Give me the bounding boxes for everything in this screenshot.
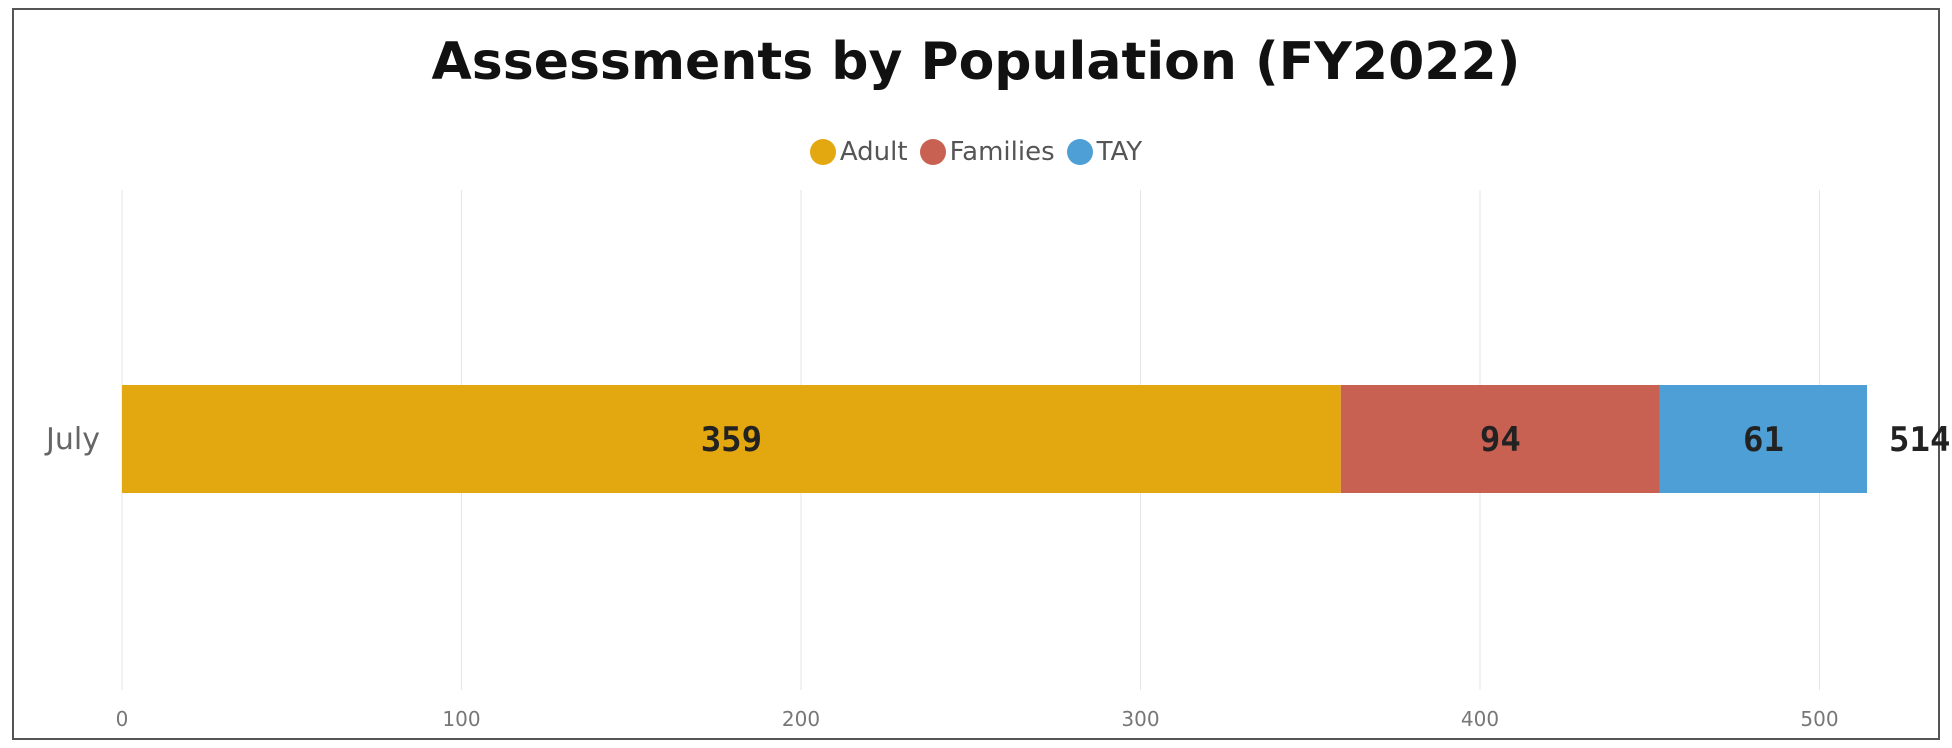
legend-item-adult: Adult	[809, 137, 908, 167]
legend-label: Adult	[839, 137, 908, 167]
chart-frame: Assessments by Population (FY2022) Adult…	[12, 8, 1940, 740]
legend-swatch	[1066, 139, 1093, 165]
x-tick-label: 0	[116, 707, 129, 731]
x-tick-label: 100	[442, 707, 480, 731]
total-label: 514	[1889, 420, 1950, 460]
legend-label: Families	[949, 137, 1055, 167]
legend-swatch	[919, 139, 946, 165]
chart-legend: Adult Families TAY	[14, 132, 1938, 172]
legend-swatch	[809, 139, 836, 165]
bar-segment-adult	[122, 385, 1341, 493]
chart-title: Assessments by Population (FY2022)	[431, 32, 1521, 92]
bar-segment-tay	[1659, 385, 1868, 493]
data-label: 61	[1743, 420, 1784, 460]
legend-label: TAY	[1096, 137, 1143, 167]
bar-segment-families	[1340, 385, 1660, 493]
x-tick-label: 200	[782, 707, 820, 731]
x-tick-label: 500	[1800, 707, 1838, 731]
data-label: 359	[701, 420, 762, 460]
legend-item-tay: TAY	[1066, 137, 1143, 167]
x-tick-label: 300	[1121, 707, 1159, 731]
legend-item-families: Families	[919, 137, 1055, 167]
x-tick-label: 400	[1461, 707, 1499, 731]
data-label: 94	[1480, 420, 1521, 460]
category-label: July	[44, 422, 100, 457]
